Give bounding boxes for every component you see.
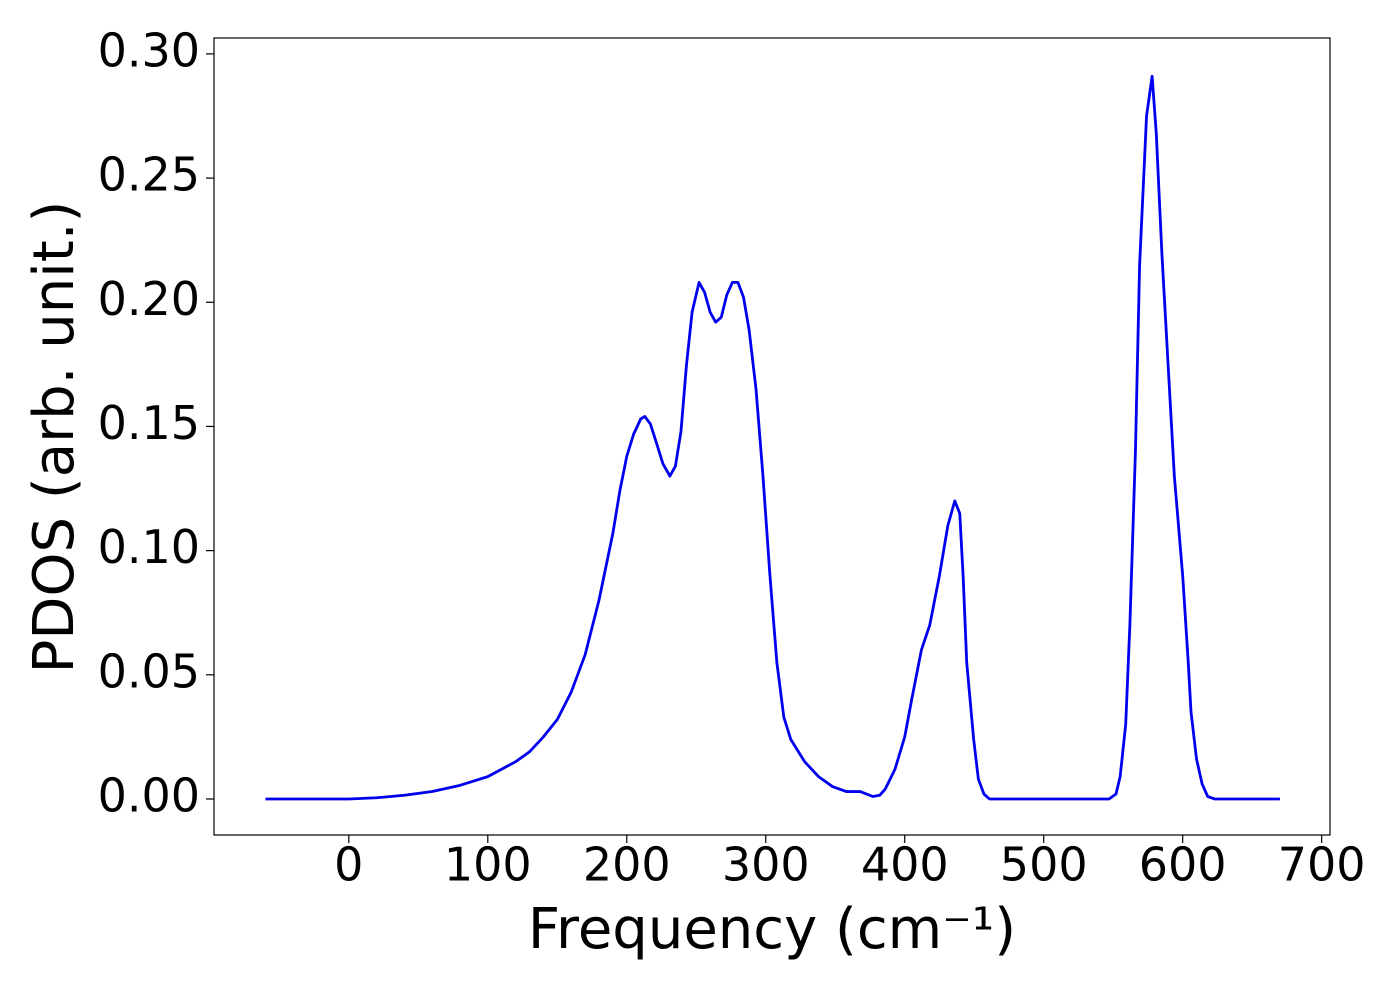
x-tick-label: 600 <box>1139 838 1227 892</box>
x-tick-label: 500 <box>1000 838 1088 892</box>
y-tick-label: 0.05 <box>98 644 200 698</box>
data-line <box>265 74 1280 801</box>
x-tick-label: 0 <box>334 838 363 892</box>
x-tick-label: 100 <box>444 838 532 892</box>
y-tick-label: 0.15 <box>98 396 200 450</box>
x-tick-label: 700 <box>1278 838 1366 892</box>
plot-frame <box>213 37 1331 836</box>
x-tick-label: 300 <box>722 838 810 892</box>
y-tick-label: 0.00 <box>98 768 200 822</box>
x-tick-label: 400 <box>861 838 949 892</box>
y-tick-label: 0.20 <box>98 272 200 326</box>
y-tick-label: 0.25 <box>98 148 200 202</box>
y-axis-label: PDOS (arb. unit.) <box>22 201 87 674</box>
x-axis-label: Frequency (cm⁻¹) <box>528 897 1016 962</box>
x-tick-label: 200 <box>583 838 671 892</box>
y-tick-label: 0.30 <box>98 23 200 77</box>
y-tick-label: 0.10 <box>98 520 200 574</box>
